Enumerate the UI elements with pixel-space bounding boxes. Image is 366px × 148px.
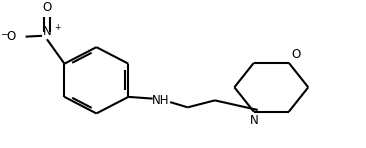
- Text: O: O: [42, 1, 52, 14]
- Text: N: N: [42, 25, 51, 38]
- Text: NH: NH: [152, 94, 169, 107]
- Text: N: N: [250, 114, 258, 127]
- Text: +: +: [54, 23, 60, 32]
- Text: −: −: [0, 30, 8, 38]
- Text: O: O: [7, 30, 16, 43]
- Text: O: O: [292, 48, 301, 61]
